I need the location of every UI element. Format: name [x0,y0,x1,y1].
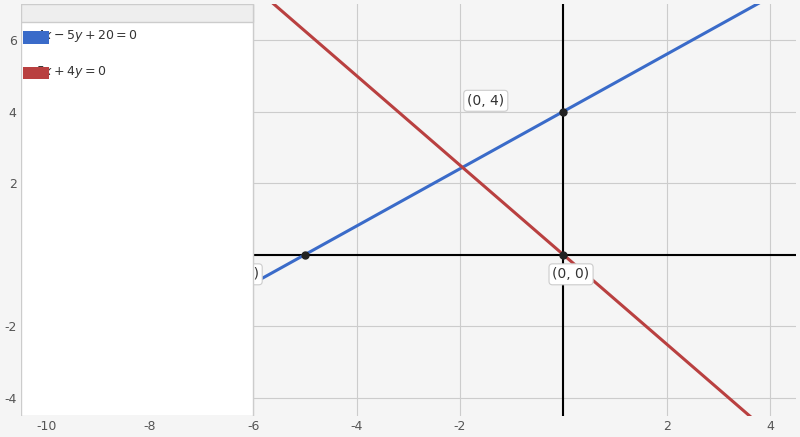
Text: (0, 0): (0, 0) [553,267,590,281]
Text: (0, 4): (0, 4) [467,94,504,108]
Bar [21,4,254,416]
Bar [21,4,254,22]
Text: $4x - 5y + 20 = 0$: $4x - 5y + 20 = 0$ [36,28,138,45]
Bar [23,67,49,79]
Bar [23,31,49,44]
Text: $5x + 4y = 0$: $5x + 4y = 0$ [36,64,106,80]
Text: (-5, 0): (-5, 0) [217,267,258,281]
